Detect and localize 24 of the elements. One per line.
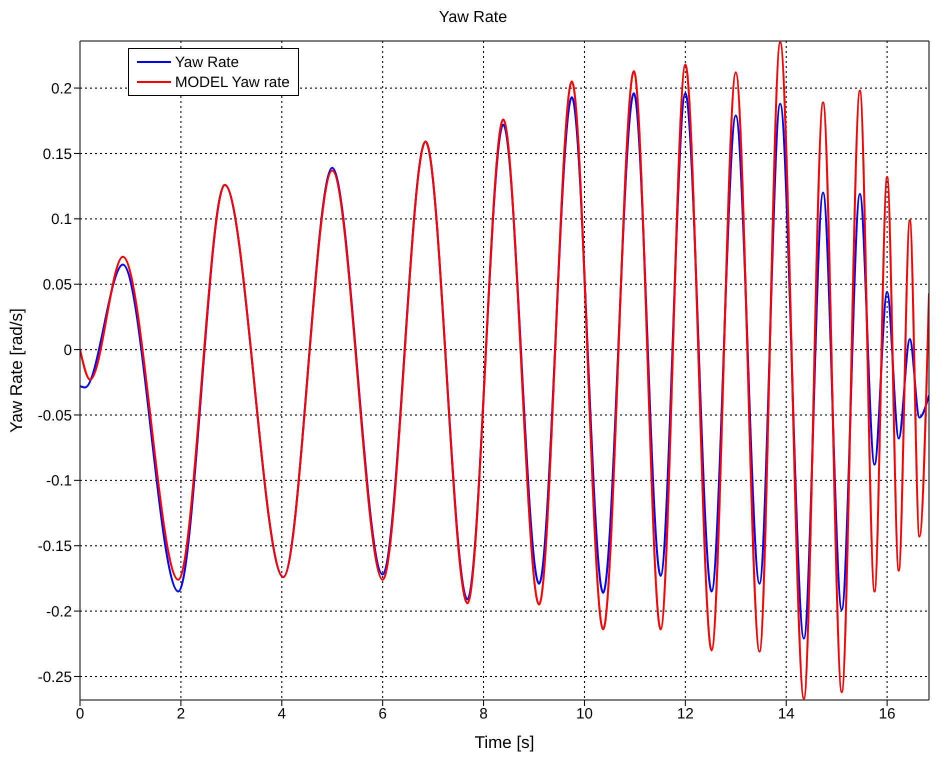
x-tick-label: 4: [278, 706, 286, 723]
x-tick-label: 10: [576, 706, 593, 723]
y-tick-label: 0.2: [51, 80, 72, 98]
y-tick-label: -0.1: [46, 472, 72, 490]
x-tick-label: 14: [778, 706, 795, 723]
y-tick-label: -0.05: [38, 407, 72, 424]
x-tick-label: 6: [378, 706, 387, 723]
x-tick-label: 2: [176, 706, 186, 723]
y-tick-label: 0.15: [42, 146, 72, 163]
x-tick-label: 0: [76, 706, 84, 723]
y-tick-label: 0.1: [51, 211, 72, 228]
x-tick-label: 8: [479, 706, 488, 723]
legend-label: MODEL Yaw rate: [175, 74, 290, 90]
y-tick-label: 0: [64, 342, 72, 359]
legend-label: Yaw Rate: [175, 54, 239, 70]
y-tick-label: -0.15: [38, 538, 72, 556]
y-tick-label: -0.2: [46, 603, 72, 620]
y-tick-label: 0.05: [42, 276, 72, 294]
x-tick-label: 12: [677, 706, 694, 723]
x-axis-title: Time [s]: [474, 733, 534, 752]
x-tick-label: 16: [878, 706, 896, 723]
chart-title: Yaw Rate: [438, 8, 508, 28]
y-tick-label: -0.25: [38, 668, 72, 686]
y-axis-title: Yaw Rate [rad/s]: [7, 308, 26, 433]
